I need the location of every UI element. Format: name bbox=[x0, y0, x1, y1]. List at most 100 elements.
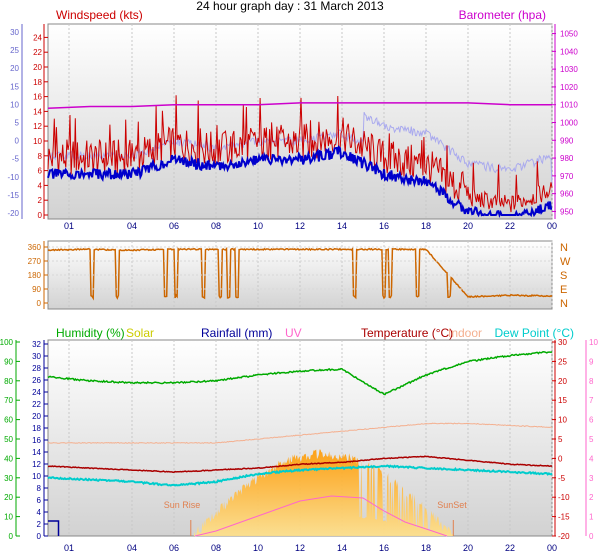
rain-tick-label-5: 22 bbox=[32, 400, 41, 409]
uv-tick-label-0: 10 bbox=[589, 338, 598, 347]
label-solar: Solar bbox=[126, 326, 154, 340]
dir-compass-0: N bbox=[560, 242, 568, 254]
uv-tick-label-10: 0 bbox=[589, 532, 594, 541]
rain-tick-label-8: 16 bbox=[32, 436, 41, 445]
series-barometer bbox=[47, 102, 552, 110]
series-dewpoint bbox=[47, 464, 553, 487]
time-label-bottom-11: 00 bbox=[547, 543, 557, 553]
rain-tick-label-9: 14 bbox=[32, 448, 41, 457]
time-label-top-11: 00 bbox=[547, 221, 557, 231]
hum-tick-label-2: 80 bbox=[4, 377, 13, 386]
series-windspeed bbox=[47, 95, 553, 213]
rain-tick-label-14: 4 bbox=[37, 508, 42, 517]
temp-tick-label-5: 5 bbox=[558, 435, 563, 444]
baro-tick-label-9: 960 bbox=[560, 190, 574, 199]
time-label-bottom-0: 01 bbox=[64, 543, 74, 553]
hum-tick-label-5: 50 bbox=[4, 435, 13, 444]
rain-tick-label-10: 12 bbox=[32, 460, 41, 469]
rain-tick-label-13: 6 bbox=[37, 496, 42, 505]
temp-axis: 30 25 20 15 10 5 0 -5 -10 -15 -20 bbox=[552, 338, 570, 541]
wind-tick-label-12: 0 bbox=[38, 211, 43, 220]
time-label-top-6: 14 bbox=[337, 221, 347, 231]
time-label-bottom-2: 06 bbox=[169, 543, 179, 553]
hum-tick-label-8: 20 bbox=[4, 493, 13, 502]
label-indoor: Indoor bbox=[448, 326, 482, 340]
rain-tick-label-4: 24 bbox=[32, 388, 41, 397]
time-label-bottom-3: 08 bbox=[211, 543, 221, 553]
series-solar bbox=[192, 449, 454, 536]
outer-tick-label-8: -10 bbox=[7, 173, 19, 182]
rain-tick-label-7: 18 bbox=[32, 424, 41, 433]
wind-tick-label-8: 8 bbox=[38, 152, 43, 161]
baro-tick-label-7: 980 bbox=[560, 154, 574, 163]
rain-tick-label-6: 20 bbox=[32, 412, 41, 421]
panel-wind-grid bbox=[68, 24, 553, 219]
rain-tick-label-0: 32 bbox=[32, 340, 41, 349]
dir-compass-2: S bbox=[560, 270, 567, 282]
uv-tick-label-4: 6 bbox=[589, 416, 594, 425]
baro-tick-label-4: 1010 bbox=[560, 101, 578, 110]
hum-tick-label-9: 10 bbox=[4, 513, 13, 522]
wind-tick-label-6: 12 bbox=[33, 122, 42, 131]
baro-tick-label-6: 990 bbox=[560, 136, 574, 145]
wind-tick-label-0: 24 bbox=[33, 33, 42, 42]
uv-tick-label-3: 7 bbox=[589, 396, 594, 405]
label-uv: UV bbox=[285, 326, 302, 340]
label-sunrise: Sun Rise bbox=[164, 500, 201, 510]
direction-axis-left: 360 270 180 90 0 bbox=[28, 241, 552, 309]
temp-tick-label-1: 25 bbox=[558, 357, 567, 366]
time-label-bottom-1: 04 bbox=[127, 543, 137, 553]
wind-tick-label-2: 20 bbox=[33, 63, 42, 72]
time-label-top-10: 22 bbox=[505, 221, 515, 231]
time-label-bottom-4: 10 bbox=[253, 543, 263, 553]
wind-axis-outer: 30 25 20 15 10 5 0 -5 -10 -15 -20 bbox=[7, 24, 23, 219]
outer-tick-label-2: 20 bbox=[10, 64, 19, 73]
temp-tick-label-9: -15 bbox=[558, 513, 570, 522]
baro-tick-label-0: 1050 bbox=[560, 30, 578, 39]
outer-tick-label-9: -15 bbox=[7, 191, 19, 200]
series-uv bbox=[194, 495, 448, 537]
temp-tick-label-4: 10 bbox=[558, 416, 567, 425]
series-temperature bbox=[47, 455, 553, 474]
time-label-bottom-8: 18 bbox=[421, 543, 431, 553]
rain-tick-label-12: 8 bbox=[37, 484, 42, 493]
outer-tick-label-1: 25 bbox=[10, 46, 19, 55]
time-label-bottom-5: 12 bbox=[295, 543, 305, 553]
outer-tick-label-3: 15 bbox=[10, 82, 19, 91]
wind-tick-label-9: 6 bbox=[38, 167, 43, 176]
uv-tick-label-7: 3 bbox=[589, 474, 594, 483]
time-axis-labels: 01 01 04 04 06 06 08 08 10 10 12 12 14 14 16 16 18 18 20 20… bbox=[64, 221, 557, 553]
label-humidity: Humidity (%) bbox=[56, 326, 125, 340]
uv-tick-label-2: 8 bbox=[589, 377, 594, 386]
time-label-top-5: 12 bbox=[295, 221, 305, 231]
time-label-top-8: 18 bbox=[421, 221, 431, 231]
barometer-axis-right: 1050 1040 1030 1020 1010 1000 990 980 970 960 950 bbox=[552, 24, 578, 219]
panel-temperature-series bbox=[47, 351, 553, 537]
time-label-top-9: 20 bbox=[463, 221, 473, 231]
label-dewpoint: Dew Point (°C) bbox=[495, 326, 574, 340]
uv-tick-label-5: 5 bbox=[589, 435, 594, 444]
label-barometer: Barometer (hpa) bbox=[459, 8, 546, 22]
dir-tick-label-0: 360 bbox=[28, 243, 42, 252]
time-label-bottom-10: 22 bbox=[505, 543, 515, 553]
outer-tick-label-5: 5 bbox=[15, 119, 20, 128]
label-sunset: SunSet bbox=[437, 500, 467, 510]
baro-tick-label-8: 970 bbox=[560, 172, 574, 181]
panel-temperature-labels: Humidity (%) Solar Rainfall (mm) UV Temp… bbox=[56, 326, 574, 510]
series-rainfall bbox=[48, 520, 60, 536]
dir-tick-label-3: 90 bbox=[32, 285, 41, 294]
panel-wind-series bbox=[47, 95, 553, 219]
time-label-bottom-7: 16 bbox=[379, 543, 389, 553]
uv-tick-label-6: 4 bbox=[589, 454, 594, 463]
dir-tick-label-2: 180 bbox=[28, 271, 42, 280]
dir-tick-label-4: 0 bbox=[37, 299, 42, 308]
temp-tick-label-8: -10 bbox=[558, 493, 570, 502]
panel-direction-series bbox=[47, 246, 553, 301]
series-wind-direction bbox=[47, 246, 553, 301]
baro-tick-label-2: 1030 bbox=[560, 65, 578, 74]
time-label-bottom-6: 14 bbox=[337, 543, 347, 553]
time-label-top-1: 04 bbox=[127, 221, 137, 231]
